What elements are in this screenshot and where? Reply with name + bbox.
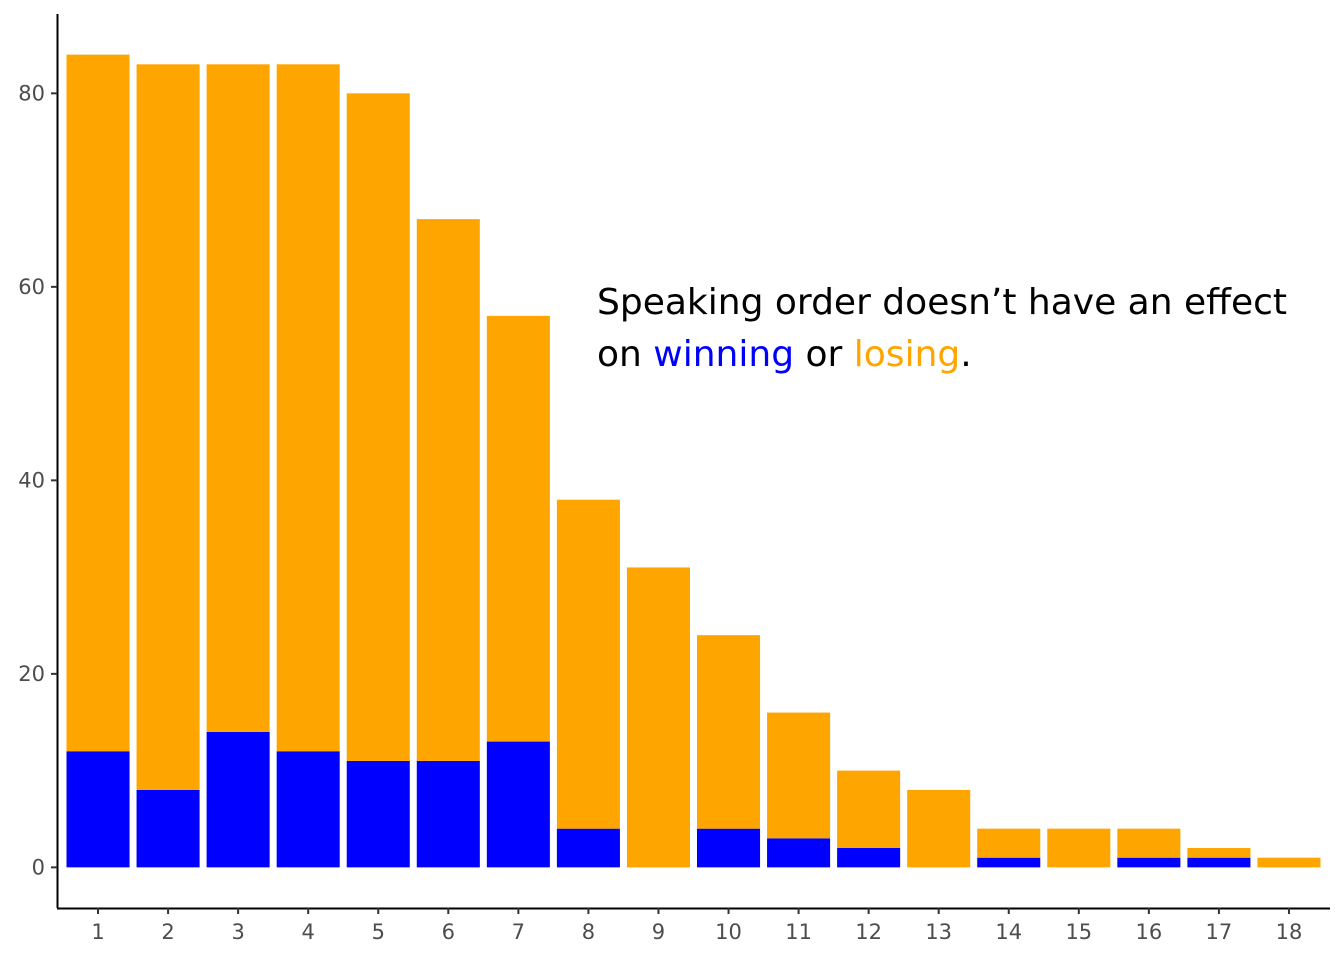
bar-losing-11 <box>767 712 831 839</box>
annotation-winning-word: winning <box>653 334 794 375</box>
x-tick-label-5: 5 <box>372 920 385 944</box>
x-tick-label-18: 18 <box>1276 920 1303 944</box>
bar-losing-18 <box>1257 857 1321 868</box>
annotation-on: on <box>597 334 642 375</box>
bar-losing-7 <box>486 315 550 742</box>
bar-losing-13 <box>907 789 971 868</box>
annotation-line-2: on winning or losing. <box>597 334 972 375</box>
bar-losing-2 <box>136 64 200 790</box>
annotation-period: . <box>960 334 971 375</box>
bars-layer <box>66 54 1321 868</box>
bar-losing-16 <box>1117 828 1181 858</box>
bar-winning-7 <box>486 741 550 868</box>
x-tick-label-9: 9 <box>652 920 665 944</box>
x-tick-label-7: 7 <box>512 920 525 944</box>
bar-winning-5 <box>346 760 410 868</box>
x-tick-label-2: 2 <box>161 920 174 944</box>
bar-winning-6 <box>416 760 480 868</box>
bar-winning-4 <box>276 751 340 868</box>
bar-losing-3 <box>206 64 270 732</box>
bar-losing-17 <box>1187 848 1251 858</box>
bar-winning-12 <box>837 848 901 868</box>
x-ticks-layer: 1 2 3 4 5 6 7 8 9 10 11 12 13 14 15 16 17 18 <box>91 908 1302 944</box>
bar-losing-10 <box>697 635 761 829</box>
y-tick-label-0: 0 <box>32 855 45 879</box>
bar-winning-11 <box>767 838 831 868</box>
bar-winning-10 <box>697 828 761 868</box>
bar-winning-16 <box>1117 857 1181 868</box>
bar-losing-15 <box>1047 828 1111 868</box>
x-tick-label-13: 13 <box>925 920 952 944</box>
y-tick-label-20: 20 <box>18 662 45 686</box>
bar-losing-6 <box>416 219 480 761</box>
bar-losing-12 <box>837 770 901 849</box>
bar-losing-5 <box>346 93 410 761</box>
bar-winning-14 <box>977 857 1041 868</box>
bar-winning-3 <box>206 731 270 868</box>
bar-losing-8 <box>556 499 620 829</box>
x-tick-label-8: 8 <box>582 920 595 944</box>
x-tick-label-16: 16 <box>1135 920 1162 944</box>
bar-losing-14 <box>977 828 1041 858</box>
bar-winning-1 <box>66 751 130 868</box>
bar-losing-9 <box>626 567 690 868</box>
x-tick-label-3: 3 <box>231 920 244 944</box>
y-tick-label-80: 80 <box>18 81 45 105</box>
x-tick-label-4: 4 <box>302 920 315 944</box>
bar-winning-17 <box>1187 857 1251 868</box>
annotation-or: or <box>806 334 843 375</box>
bar-winning-2 <box>136 789 200 868</box>
x-tick-label-15: 15 <box>1065 920 1092 944</box>
bar-winning-8 <box>556 828 620 868</box>
x-tick-label-11: 11 <box>785 920 812 944</box>
x-tick-label-14: 14 <box>995 920 1022 944</box>
y-tick-label-40: 40 <box>18 468 45 492</box>
x-tick-label-10: 10 <box>715 920 742 944</box>
y-tick-label-60: 60 <box>18 275 45 299</box>
bar-losing-1 <box>66 54 130 752</box>
x-tick-label-6: 6 <box>442 920 455 944</box>
annotation-line-1: Speaking order doesn’t have an effect <box>597 282 1287 323</box>
x-tick-label-17: 17 <box>1206 920 1233 944</box>
y-ticks-layer: 0 20 40 60 80 <box>18 81 57 879</box>
axes-layer <box>56 14 1330 910</box>
x-tick-label-1: 1 <box>91 920 104 944</box>
x-tick-label-12: 12 <box>855 920 882 944</box>
annotation-losing-word: losing <box>854 334 960 375</box>
bar-losing-4 <box>276 64 340 752</box>
